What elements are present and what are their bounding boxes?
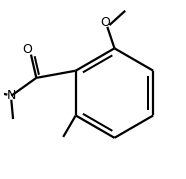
Text: O: O bbox=[23, 43, 32, 56]
Text: N: N bbox=[7, 89, 16, 102]
Text: O: O bbox=[101, 16, 110, 29]
